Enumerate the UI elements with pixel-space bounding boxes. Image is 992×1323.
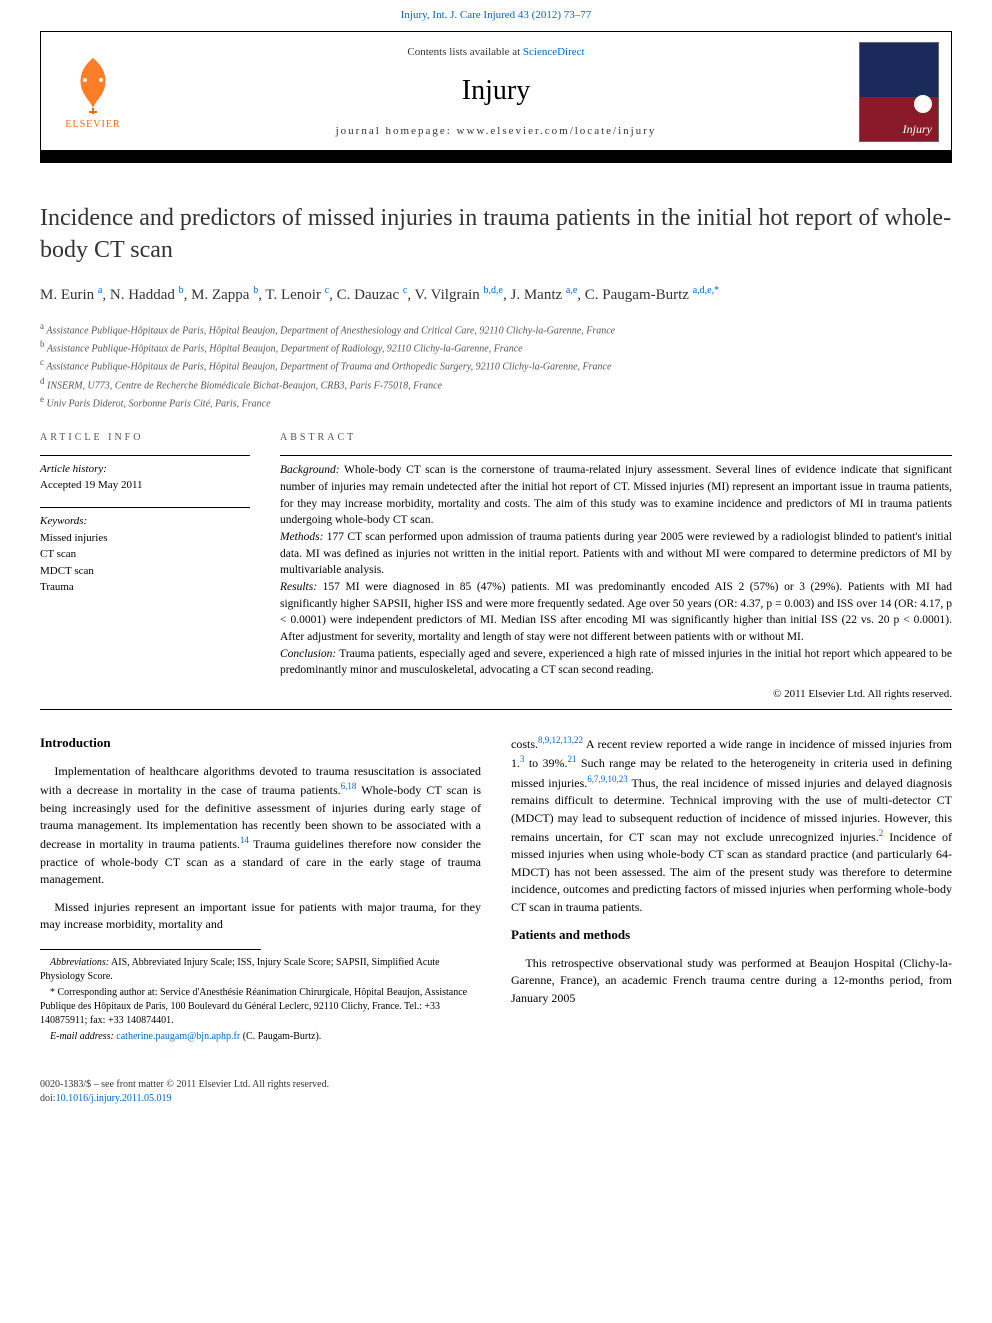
body-right-column: costs.8,9,12,13,22 A recent review repor… <box>511 734 952 1046</box>
methods-label: Methods: <box>280 531 323 543</box>
section-divider <box>40 709 952 710</box>
corresponding-footnote: * Corresponding author at: Service d'Ane… <box>40 986 481 1028</box>
journal-header: ELSEVIER Contents lists available at Sci… <box>40 31 952 151</box>
journal-name: Injury <box>133 71 859 110</box>
homepage-url[interactable]: www.elsevier.com/locate/injury <box>457 125 657 137</box>
email-footnote: E-mail address: catherine.paugam@bjn.aph… <box>40 1030 481 1044</box>
conclusion-text: Trauma patients, especially aged and sev… <box>280 648 952 677</box>
front-matter-line: 0020-1383/$ – see front matter © 2011 El… <box>40 1078 329 1092</box>
intro-p1: Implementation of healthcare algorithms … <box>40 763 481 889</box>
conclusion-label: Conclusion: <box>280 648 336 660</box>
results-label: Results: <box>280 581 317 593</box>
right-p2: This retrospective observational study w… <box>511 955 952 1007</box>
info-abstract-row: ARTICLE INFO Article history: Accepted 1… <box>40 431 952 703</box>
email-link[interactable]: catherine.paugam@bjn.aphp.fr <box>116 1031 240 1042</box>
email-suffix: (C. Paugam-Burtz). <box>243 1031 322 1042</box>
email-label: E-mail address: <box>50 1031 114 1042</box>
cover-label: Injury <box>903 121 932 138</box>
history-value: Accepted 19 May 2011 <box>40 478 250 493</box>
affiliations: a Assistance Publique-Hôpitaux de Paris,… <box>40 320 952 412</box>
header-underline <box>40 151 952 163</box>
methods-text: 177 CT scan performed upon admission of … <box>280 531 952 576</box>
abstract-column: ABSTRACT Background: Whole-body CT scan … <box>280 431 952 703</box>
keywords-label: Keywords: <box>40 514 250 529</box>
contents-prefix: Contents lists available at <box>407 46 522 58</box>
sciencedirect-link[interactable]: ScienceDirect <box>523 46 585 58</box>
article-history-block: Article history: Accepted 19 May 2011 <box>40 455 250 493</box>
doi-line: doi:10.1016/j.injury.2011.05.019 <box>40 1092 329 1106</box>
journal-homepage-line: journal homepage: www.elsevier.com/locat… <box>133 124 859 139</box>
front-matter: 0020-1383/$ – see front matter © 2011 El… <box>40 1078 329 1106</box>
citation-link[interactable]: Injury, Int. J. Care Injured 43 (2012) 7… <box>401 9 592 21</box>
article-info-label: ARTICLE INFO <box>40 431 250 445</box>
article-info-column: ARTICLE INFO Article history: Accepted 1… <box>40 431 250 703</box>
keyword: CT scan <box>40 546 250 563</box>
article-title: Incidence and predictors of missed injur… <box>40 203 952 265</box>
elsevier-label: ELSEVIER <box>65 118 120 132</box>
journal-cover-thumbnail[interactable]: Injury <box>859 42 939 142</box>
results-text: 157 MI were diagnosed in 85 (47%) patien… <box>280 581 952 643</box>
keywords-block: Keywords: Missed injuriesCT scanMDCT sca… <box>40 507 250 595</box>
footnote-rule <box>40 949 261 950</box>
homepage-prefix: journal homepage: <box>336 125 457 137</box>
keyword: Trauma <box>40 579 250 596</box>
doi-prefix: doi: <box>40 1093 56 1104</box>
abbrev-label: Abbreviations: <box>50 957 109 968</box>
elsevier-tree-icon <box>63 52 123 116</box>
introduction-heading: Introduction <box>40 734 481 753</box>
right-p1: costs.8,9,12,13,22 A recent review repor… <box>511 734 952 916</box>
contents-available-line: Contents lists available at ScienceDirec… <box>133 45 859 60</box>
abstract-label: ABSTRACT <box>280 431 952 445</box>
article-body: Incidence and predictors of missed injur… <box>0 163 992 1066</box>
background-text: Whole-body CT scan is the cornerstone of… <box>280 464 952 526</box>
authors-line: M. Eurin a, N. Haddad b, M. Zappa b, T. … <box>40 284 952 306</box>
bottom-meta: 0020-1383/$ – see front matter © 2011 El… <box>0 1066 992 1126</box>
body-left-column: Introduction Implementation of healthcar… <box>40 734 481 1046</box>
background-label: Background: <box>280 464 340 476</box>
doi-link[interactable]: 10.1016/j.injury.2011.05.019 <box>56 1093 172 1104</box>
history-label: Article history: <box>40 462 250 477</box>
patients-methods-heading: Patients and methods <box>511 926 952 945</box>
intro-p2: Missed injuries represent an important i… <box>40 899 481 934</box>
footnotes: Abbreviations: AIS, Abbreviated Injury S… <box>40 956 481 1044</box>
abstract-copyright: © 2011 Elsevier Ltd. All rights reserved… <box>280 687 952 703</box>
keyword: Missed injuries <box>40 530 250 547</box>
abstract-text: Background: Whole-body CT scan is the co… <box>280 455 952 703</box>
citation-line: Injury, Int. J. Care Injured 43 (2012) 7… <box>0 0 992 31</box>
header-center: Contents lists available at ScienceDirec… <box>133 45 859 139</box>
keyword: MDCT scan <box>40 563 250 580</box>
elsevier-logo[interactable]: ELSEVIER <box>53 47 133 137</box>
body-columns: Introduction Implementation of healthcar… <box>40 734 952 1046</box>
keywords-list: Missed injuriesCT scanMDCT scanTrauma <box>40 530 250 596</box>
abbreviations-footnote: Abbreviations: AIS, Abbreviated Injury S… <box>40 956 481 984</box>
